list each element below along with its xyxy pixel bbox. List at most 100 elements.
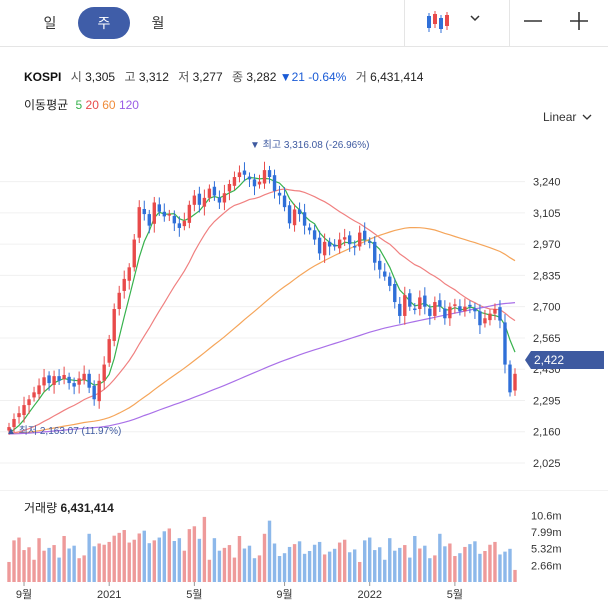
candle: [202, 189, 207, 216]
candle: [403, 286, 407, 325]
candle: [388, 272, 392, 292]
close-label: 종: [231, 70, 244, 84]
volume-tick-label: 2.66m: [531, 560, 562, 572]
price-tick-label: 2,700: [533, 302, 561, 314]
chart-type-selector[interactable]: [404, 0, 510, 46]
candle: [322, 233, 327, 263]
volume-bar: [22, 550, 26, 582]
zoom-out-button[interactable]: [508, 0, 558, 46]
volume-bar: [32, 559, 36, 582]
candle: [102, 356, 106, 390]
candle: [513, 368, 517, 396]
candle: [368, 237, 372, 249]
volume-bar: [463, 546, 467, 582]
candle: [292, 203, 297, 232]
volume-chart: 10.6m 7.99m 5.32m 2.66m 9월 2021 5월 9월 2022 5월: [0, 490, 608, 601]
candle: [448, 302, 452, 326]
candle: [267, 165, 272, 184]
volume-bar: [373, 550, 377, 582]
volume-bar: [312, 544, 317, 582]
candle: [262, 161, 267, 189]
volume-bar: [418, 548, 422, 582]
volume-bar: [222, 547, 227, 582]
candle: [142, 200, 146, 221]
candle: [212, 181, 217, 201]
open-label: 시: [70, 70, 82, 84]
candle: [172, 210, 177, 231]
volume-bar: [292, 544, 297, 582]
tab-day[interactable]: 일: [43, 15, 57, 31]
volume-bar: [212, 538, 217, 582]
volume-bar: [257, 555, 262, 582]
candle: [317, 230, 322, 260]
volume-bar: [197, 538, 202, 582]
volume-bar: [252, 558, 257, 582]
scale-mode-label: Linear: [543, 110, 577, 124]
volume-bar: [307, 551, 312, 582]
candle: [127, 263, 131, 290]
volume-bar: [132, 539, 136, 582]
candle: [167, 209, 172, 222]
candle: [97, 373, 101, 409]
candle: [192, 190, 197, 212]
volume-bar: [363, 540, 367, 582]
volume-bar: [77, 558, 81, 582]
price-tick-label: 2,835: [533, 270, 561, 282]
volume-bar: [92, 546, 96, 582]
candle: [17, 406, 21, 424]
volume-bar: [12, 540, 16, 582]
volume-value: 6,431,414: [370, 70, 424, 84]
candle: [332, 239, 337, 251]
volume-bar: [473, 541, 477, 582]
plus-icon: [570, 12, 588, 30]
candle: [438, 293, 442, 313]
candle: [347, 231, 352, 252]
volume-bar: [227, 545, 232, 582]
tab-month[interactable]: 월: [151, 15, 165, 31]
volume-bar: [443, 546, 447, 582]
zoom-in-button[interactable]: [556, 0, 606, 46]
volume-bar: [322, 554, 327, 582]
candle: [92, 380, 96, 406]
candle: [187, 200, 192, 229]
price-tick-label: 2,970: [533, 239, 561, 251]
volume-bar: [513, 569, 517, 582]
candle: [147, 209, 151, 234]
candle: [117, 285, 121, 316]
volume-title: 거래량: [24, 501, 58, 515]
candle: [122, 270, 126, 299]
volume-bar: [192, 526, 197, 582]
candle: [493, 303, 497, 321]
ma5-line: [8, 176, 516, 434]
candlestick-icon: [427, 11, 480, 33]
volume-bar: [72, 545, 76, 582]
volume-bar: [493, 541, 497, 582]
candle: [297, 202, 302, 222]
candle: [7, 422, 11, 435]
high-value: 3,312: [138, 70, 169, 84]
volume-bar: [177, 538, 182, 582]
candle: [67, 372, 71, 390]
candle: [217, 190, 222, 209]
candle: [352, 240, 357, 256]
scale-mode-selector[interactable]: Linear: [543, 110, 592, 124]
price-tick-label: 3,105: [533, 208, 561, 220]
tab-week[interactable]: 주: [78, 7, 130, 39]
candle: [357, 225, 362, 251]
ma-legend[interactable]: 이동평균 5 20 60 120: [24, 96, 139, 113]
volume-bar: [122, 530, 126, 582]
volume-bar: [117, 532, 121, 582]
candle: [453, 298, 457, 314]
volume-bar: [337, 542, 342, 582]
volume-bar: [483, 551, 487, 582]
candle: [107, 334, 111, 367]
candle: [307, 223, 312, 235]
candle: [488, 309, 492, 326]
candle: [77, 371, 81, 394]
volume-bar: [388, 538, 392, 582]
candle: [398, 296, 402, 324]
ma120-label: 120: [118, 98, 139, 112]
volume-bar: [398, 547, 402, 582]
volume-legend: 거래량 6,431,414: [24, 499, 114, 516]
volume-bar: [62, 535, 66, 582]
